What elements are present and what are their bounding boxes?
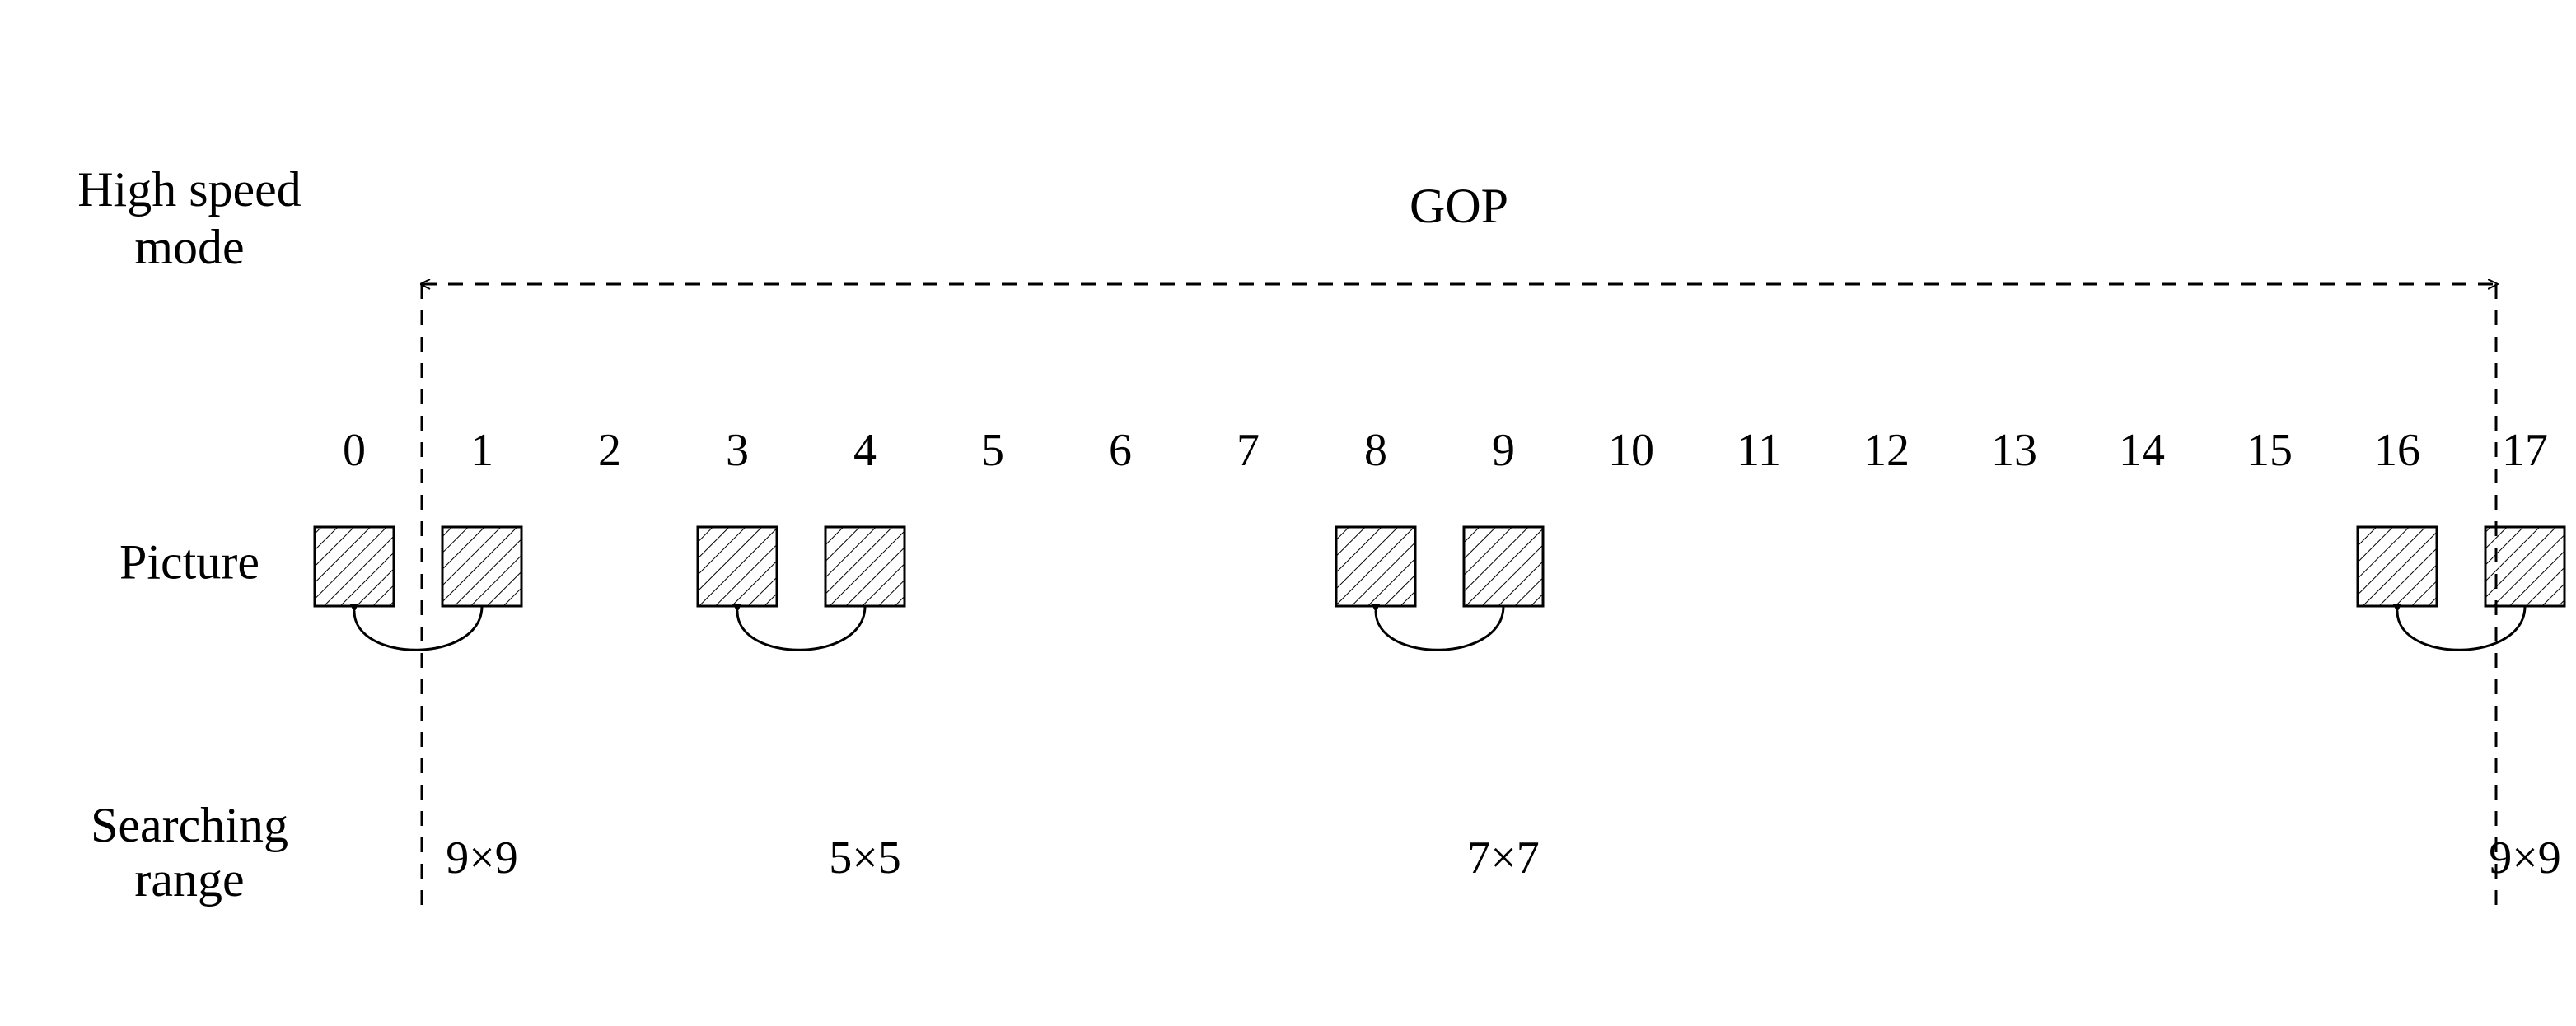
picture-box xyxy=(2358,527,2437,606)
frame-number: 5 xyxy=(981,425,1004,476)
frame-number: 0 xyxy=(343,425,366,476)
frame-number: 9 xyxy=(1492,425,1515,476)
search-row-label-1: Searching xyxy=(91,798,288,852)
search-range-value: 9×9 xyxy=(2489,832,2561,884)
title-line2: mode xyxy=(134,220,244,274)
search-range-value: 5×5 xyxy=(829,832,901,884)
reference-arc xyxy=(1376,606,1503,650)
frame-number: 16 xyxy=(2374,425,2420,476)
picture-box xyxy=(825,527,905,606)
frame-number: 15 xyxy=(2246,425,2293,476)
search-range-value: 9×9 xyxy=(446,832,518,884)
frame-number: 10 xyxy=(1608,425,1654,476)
gop-label: GOP xyxy=(1410,179,1508,233)
frame-number: 8 xyxy=(1364,425,1387,476)
frame-number: 1 xyxy=(470,425,493,476)
frame-number: 6 xyxy=(1109,425,1132,476)
frame-number: 12 xyxy=(1863,425,1910,476)
frame-number: 4 xyxy=(853,425,877,476)
reference-arc xyxy=(737,606,865,650)
search-row-label-2: range xyxy=(134,852,244,907)
picture-row-label: Picture xyxy=(119,534,259,589)
frame-number: 3 xyxy=(726,425,749,476)
frame-number: 17 xyxy=(2502,425,2548,476)
reference-arc xyxy=(2397,606,2525,650)
search-range-value: 7×7 xyxy=(1467,832,1540,884)
frame-number: 7 xyxy=(1237,425,1260,476)
picture-box xyxy=(442,527,521,606)
frame-number: 2 xyxy=(598,425,621,476)
picture-box xyxy=(315,527,394,606)
reference-arc xyxy=(354,606,482,650)
frame-number: 13 xyxy=(1991,425,2037,476)
title-line1: High speed xyxy=(77,162,302,217)
frame-number: 11 xyxy=(1737,425,1781,476)
picture-box xyxy=(2485,527,2564,606)
picture-box xyxy=(1464,527,1543,606)
picture-box xyxy=(698,527,777,606)
frame-number: 14 xyxy=(2119,425,2165,476)
picture-box xyxy=(1336,527,1415,606)
